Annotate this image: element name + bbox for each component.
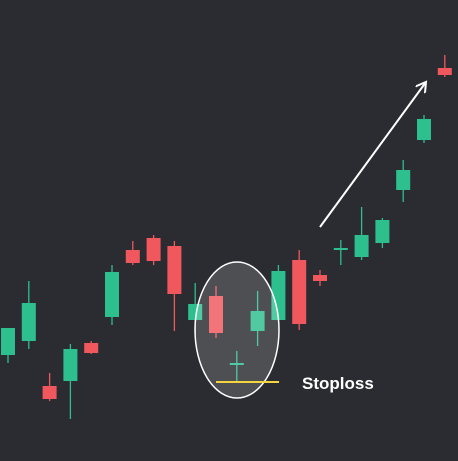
candle-body-2 [42,386,57,399]
candle-body-3 [63,349,78,381]
uptrend-arrow [319,82,426,228]
candle-body-18 [375,220,390,243]
candle-body-11 [229,363,244,365]
candle-body-10 [209,296,223,333]
candle-body-8 [167,246,182,294]
candle-body-17 [354,235,369,257]
candles-group [1,55,452,419]
candle-body-12 [250,311,265,331]
stoploss-label: Stoploss [302,374,374,393]
candle-body-20 [417,119,431,140]
candle-body-7 [146,238,161,261]
candle-body-16 [333,248,348,250]
candle-body-4 [84,343,99,353]
candle-body-5 [105,272,119,317]
candle-body-21 [437,68,452,75]
candle-body-9 [188,304,203,320]
candle-body-6 [125,250,140,263]
candle-body-1 [21,303,36,341]
candle-body-13 [271,271,286,320]
candle-body-14 [292,260,307,324]
consolidation-highlight [194,261,280,399]
candle-body-19 [396,170,411,190]
candle-body-15 [313,275,327,281]
candle-body-0 [1,328,15,355]
